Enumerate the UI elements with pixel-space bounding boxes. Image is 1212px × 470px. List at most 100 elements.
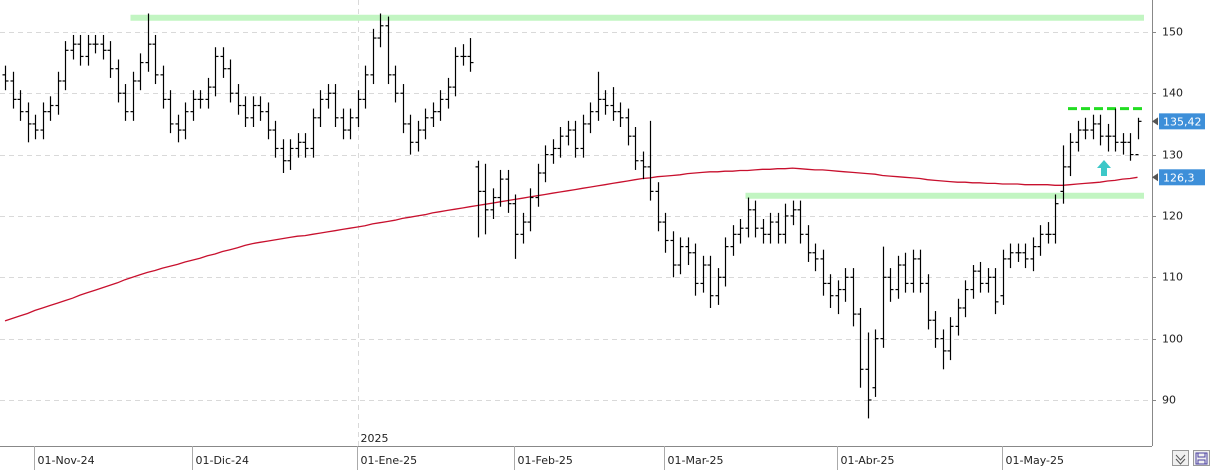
y-tick-label: 140	[1162, 87, 1183, 100]
x-tick-label: 01-Dic-24	[196, 454, 250, 467]
ohlc-bar	[25, 102, 32, 143]
ohlc-bar	[437, 90, 444, 121]
ohlc-bar	[1067, 133, 1074, 177]
ohlc-bar	[677, 237, 684, 275]
ohlc-bar	[602, 90, 609, 115]
ohlc-bar	[767, 212, 774, 244]
ohlc-bar	[212, 47, 219, 97]
ohlc-bar	[1022, 243, 1029, 269]
ohlc-bar	[632, 126, 639, 170]
ohlc-bar	[880, 246, 887, 348]
ohlc-bar	[340, 108, 347, 140]
ohlc-bar	[775, 212, 782, 244]
collapse-button[interactable]	[1172, 450, 1189, 466]
ohlc-bar	[940, 329, 947, 370]
ohlc-bar	[542, 145, 549, 183]
ohlc-bar	[145, 13, 152, 72]
ohlc-bar	[872, 329, 879, 397]
ohlc-bar	[1015, 243, 1022, 262]
ohlc-bar	[505, 169, 512, 213]
y-tick-label: 110	[1162, 271, 1183, 284]
ohlc-bar	[1075, 120, 1082, 152]
ohlc-bar	[1045, 222, 1052, 244]
ohlc-bar	[77, 34, 84, 66]
ohlc-bar	[2, 65, 9, 91]
ohlc-bar	[752, 200, 759, 238]
x-tick-label: 01-May-25	[1006, 454, 1064, 467]
ohlc-bar	[745, 197, 752, 238]
ohlc-bar	[160, 65, 167, 109]
ohlc-bar	[392, 65, 399, 103]
ohlc-bar	[1082, 117, 1089, 140]
ohlc-bar	[1112, 108, 1119, 152]
x-tick-label: 01-Ene-25	[361, 454, 418, 467]
ma-label-box	[1159, 169, 1205, 186]
ohlc-bar	[685, 237, 692, 266]
ohlc-bar	[460, 44, 467, 66]
x-tick-label: 01-Abr-25	[841, 454, 895, 467]
ohlc-bar	[962, 280, 969, 318]
ohlc-bar	[1052, 194, 1059, 244]
ohlc-bar	[617, 102, 624, 127]
ohlc-bar	[115, 59, 122, 103]
y-tick-label: 130	[1162, 149, 1183, 162]
ohlc-bar	[917, 249, 924, 293]
ohlc-bar	[235, 84, 242, 115]
ohlc-bar	[835, 280, 842, 315]
ohlc-bar	[430, 102, 437, 127]
ohlc-bar	[647, 120, 654, 201]
ohlc-bar	[190, 90, 197, 121]
ohlc-bar	[610, 87, 617, 121]
ohlc-bar	[1000, 249, 1007, 305]
ohlc-bar	[310, 108, 317, 158]
x-tick-label: 01-Mar-25	[668, 454, 724, 467]
ohlc-bar	[400, 84, 407, 134]
ohlc-bar	[55, 71, 62, 115]
ohlc-bar	[520, 212, 527, 244]
y-tick-label: 90	[1162, 394, 1176, 407]
ohlc-bar	[662, 212, 669, 253]
ohlc-bar	[527, 188, 534, 232]
ohlc-bar	[1030, 237, 1037, 272]
ohlc-bar	[910, 249, 917, 293]
ma-label-pointer	[1152, 173, 1158, 182]
ohlc-bar	[250, 96, 257, 127]
ohlc-bar	[992, 268, 999, 315]
ohlc-bar	[92, 34, 99, 54]
ohlc-bar	[1007, 243, 1014, 269]
price-label-box	[1159, 113, 1205, 130]
ohlc-bar	[842, 268, 849, 302]
ohlc-bar	[302, 133, 309, 158]
ohlc-bar	[1120, 133, 1127, 155]
ohlc-bar	[970, 265, 977, 299]
ohlc-bar	[572, 120, 579, 158]
ohlc-bar	[280, 139, 287, 174]
ohlc-bar	[497, 169, 504, 207]
ohlc-bar	[415, 120, 422, 152]
ohlc-bar	[565, 120, 572, 146]
ohlc-bar	[362, 65, 369, 109]
ohlc-bar	[692, 243, 699, 296]
ohlc-bar	[445, 77, 452, 109]
ohlc-bar	[707, 255, 714, 308]
ohlc-bar	[272, 120, 279, 158]
ohlc-bar	[955, 298, 962, 336]
ohlc-bar	[347, 108, 354, 140]
ohlc-bar	[107, 41, 114, 78]
ohlc-bar	[985, 268, 992, 293]
ohlc-bar	[640, 151, 647, 180]
ohlc-bar	[857, 307, 864, 388]
ohlc-bar	[325, 84, 332, 109]
ohlc-bar	[422, 108, 429, 140]
ohlc-bar	[1037, 225, 1044, 256]
ohlc-bar	[737, 219, 744, 244]
corner-buttons	[1172, 450, 1210, 466]
ohlc-bar	[47, 96, 54, 121]
ohlc-bar	[902, 252, 909, 293]
ohlc-bar	[32, 114, 39, 140]
ohlc-bar	[167, 90, 174, 134]
ohlc-bar	[130, 71, 137, 121]
ohlc-bar	[895, 255, 902, 299]
